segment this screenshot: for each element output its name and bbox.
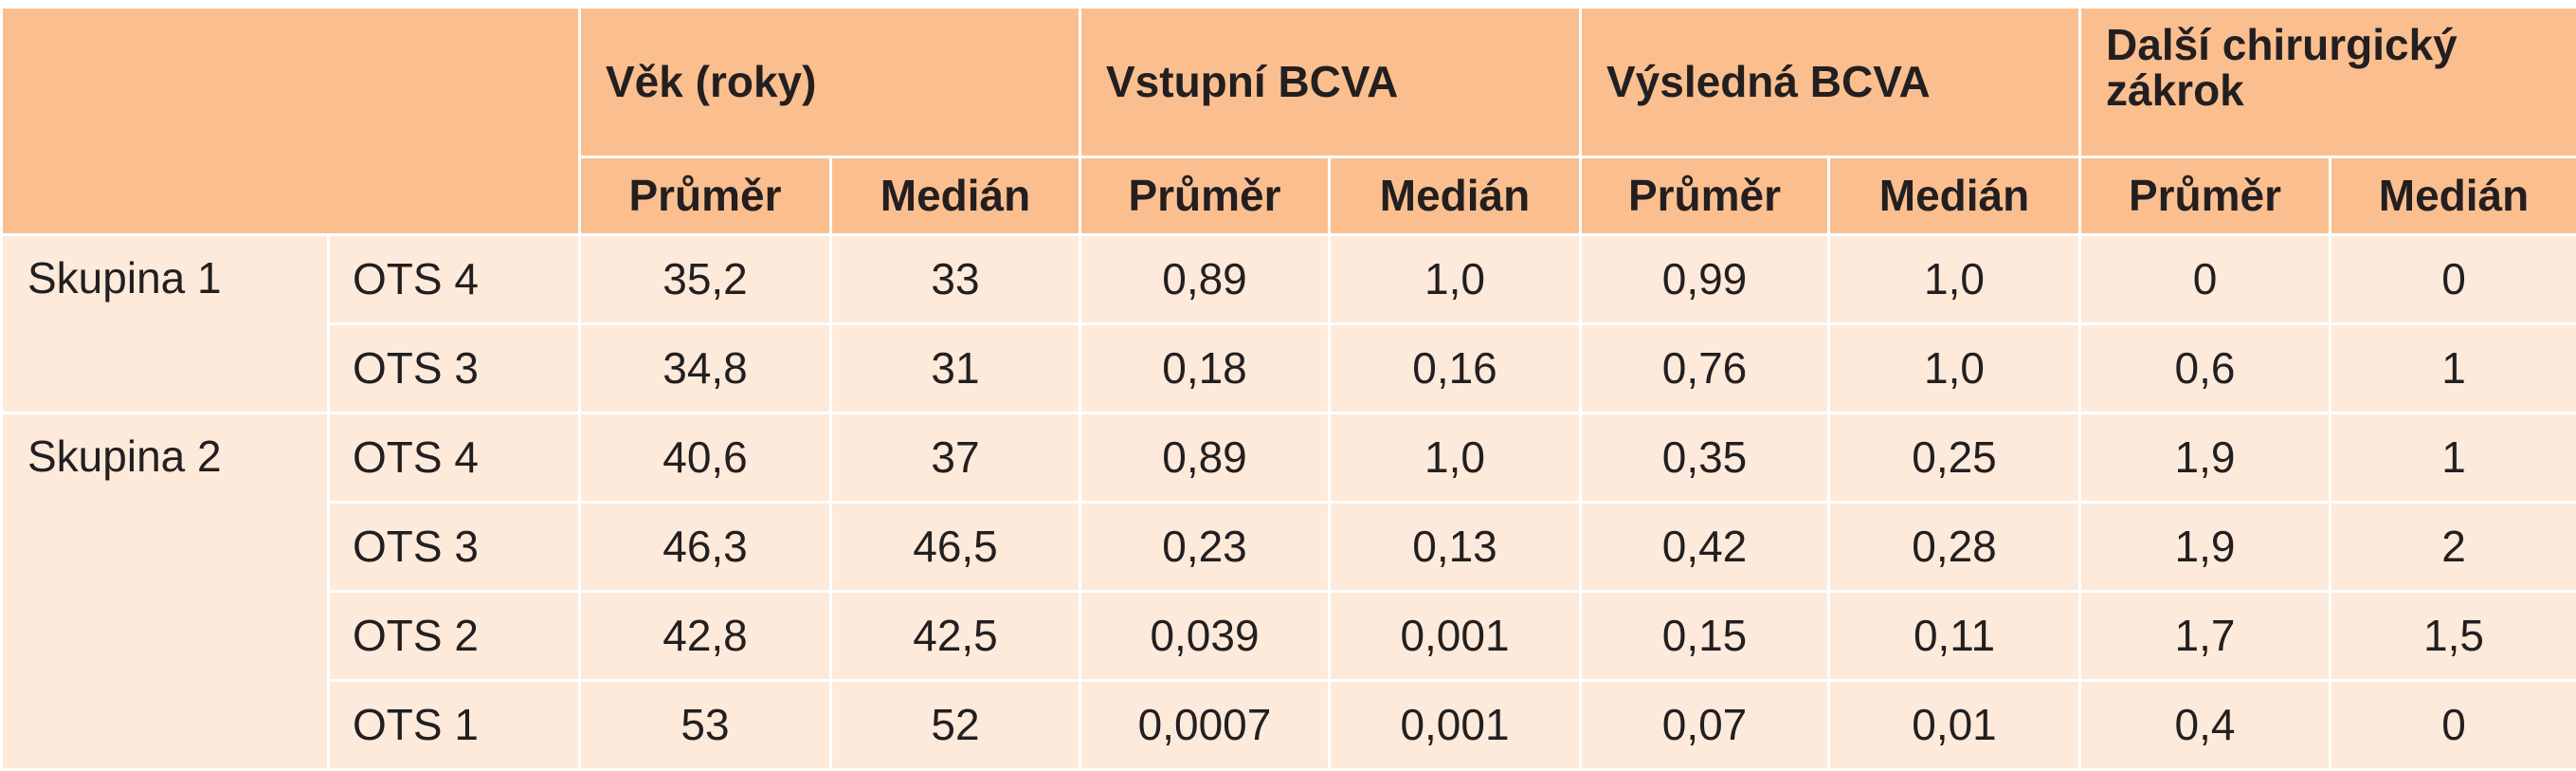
value-cell: 0,01	[1829, 681, 2080, 770]
value-cell: 1,0	[1330, 413, 1581, 503]
value-cell: 52	[831, 681, 1080, 770]
table-row: Skupina 1 OTS 4 35,2 33 0,89 1,0 0,99 1,…	[2, 235, 2576, 324]
value-cell: 0,0007	[1080, 681, 1330, 770]
value-cell: 1	[2331, 324, 2576, 413]
value-cell: 0,89	[1080, 235, 1330, 324]
table-row: OTS 1 53 52 0,0007 0,001 0,07 0,01 0,4 0	[2, 681, 2576, 770]
value-cell: 35,2	[580, 235, 831, 324]
value-cell: 34,8	[580, 324, 831, 413]
value-cell: 0,001	[1330, 681, 1581, 770]
header-group-age: Věk (roky)	[580, 8, 1080, 157]
value-cell: 0,18	[1080, 324, 1330, 413]
value-cell: 42,5	[831, 592, 1080, 681]
results-table: Věk (roky) Vstupní BCVA Výsledná BCVA Da…	[0, 6, 2576, 771]
value-cell: 53	[580, 681, 831, 770]
header-sub-mean: Průměr	[580, 157, 831, 235]
ots-label: OTS 3	[329, 324, 580, 413]
ots-label: OTS 4	[329, 413, 580, 503]
value-cell: 0,16	[1330, 324, 1581, 413]
value-cell: 0,23	[1080, 503, 1330, 592]
header-group-initial-bcva: Vstupní BCVA	[1080, 8, 1581, 157]
value-cell: 0,99	[1581, 235, 1829, 324]
table-row: OTS 3 34,8 31 0,18 0,16 0,76 1,0 0,6 1	[2, 324, 2576, 413]
header-sub-median: Medián	[1330, 157, 1581, 235]
value-cell: 0,42	[1581, 503, 1829, 592]
group-label: Skupina 1	[2, 235, 329, 413]
table-row: OTS 2 42,8 42,5 0,039 0,001 0,15 0,11 1,…	[2, 592, 2576, 681]
value-cell: 0,76	[1581, 324, 1829, 413]
value-cell: 33	[831, 235, 1080, 324]
value-cell: 0,039	[1080, 592, 1330, 681]
value-cell: 0,89	[1080, 413, 1330, 503]
value-cell: 1,0	[1330, 235, 1581, 324]
header-sub-mean: Průměr	[2080, 157, 2331, 235]
header-corner-cell	[2, 8, 580, 235]
value-cell: 0,07	[1581, 681, 1829, 770]
value-cell: 1,0	[1829, 324, 2080, 413]
value-cell: 31	[831, 324, 1080, 413]
value-cell: 1,0	[1829, 235, 2080, 324]
ots-label: OTS 4	[329, 235, 580, 324]
value-cell: 1,9	[2080, 503, 2331, 592]
ots-label: OTS 3	[329, 503, 580, 592]
group-label: Skupina 2	[2, 413, 329, 770]
value-cell: 2	[2331, 503, 2576, 592]
header-group-further-surgery: Další chirurgický zákrok	[2080, 8, 2576, 157]
header-sub-median: Medián	[2331, 157, 2576, 235]
results-table-container: Věk (roky) Vstupní BCVA Výsledná BCVA Da…	[0, 6, 2576, 755]
value-cell: 0	[2331, 235, 2576, 324]
value-cell: 0	[2080, 235, 2331, 324]
value-cell: 0,4	[2080, 681, 2331, 770]
header-group-final-bcva: Výsledná BCVA	[1581, 8, 2080, 157]
value-cell: 0,001	[1330, 592, 1581, 681]
value-cell: 0,11	[1829, 592, 2080, 681]
value-cell: 0	[2331, 681, 2576, 770]
value-cell: 0,6	[2080, 324, 2331, 413]
value-cell: 0,25	[1829, 413, 2080, 503]
value-cell: 1,7	[2080, 592, 2331, 681]
header-sub-median: Medián	[831, 157, 1080, 235]
value-cell: 0,35	[1581, 413, 1829, 503]
value-cell: 1,9	[2080, 413, 2331, 503]
value-cell: 0,13	[1330, 503, 1581, 592]
ots-label: OTS 1	[329, 681, 580, 770]
value-cell: 46,5	[831, 503, 1080, 592]
value-cell: 0,15	[1581, 592, 1829, 681]
value-cell: 37	[831, 413, 1080, 503]
ots-label: OTS 2	[329, 592, 580, 681]
header-sub-mean: Průměr	[1080, 157, 1330, 235]
value-cell: 1	[2331, 413, 2576, 503]
value-cell: 46,3	[580, 503, 831, 592]
value-cell: 0,28	[1829, 503, 2080, 592]
header-sub-mean: Průměr	[1581, 157, 1829, 235]
value-cell: 1,5	[2331, 592, 2576, 681]
table-row: OTS 3 46,3 46,5 0,23 0,13 0,42 0,28 1,9 …	[2, 503, 2576, 592]
header-row-groups: Věk (roky) Vstupní BCVA Výsledná BCVA Da…	[2, 8, 2576, 157]
value-cell: 42,8	[580, 592, 831, 681]
header-sub-median: Medián	[1829, 157, 2080, 235]
value-cell: 40,6	[580, 413, 831, 503]
table-row: Skupina 2 OTS 4 40,6 37 0,89 1,0 0,35 0,…	[2, 413, 2576, 503]
